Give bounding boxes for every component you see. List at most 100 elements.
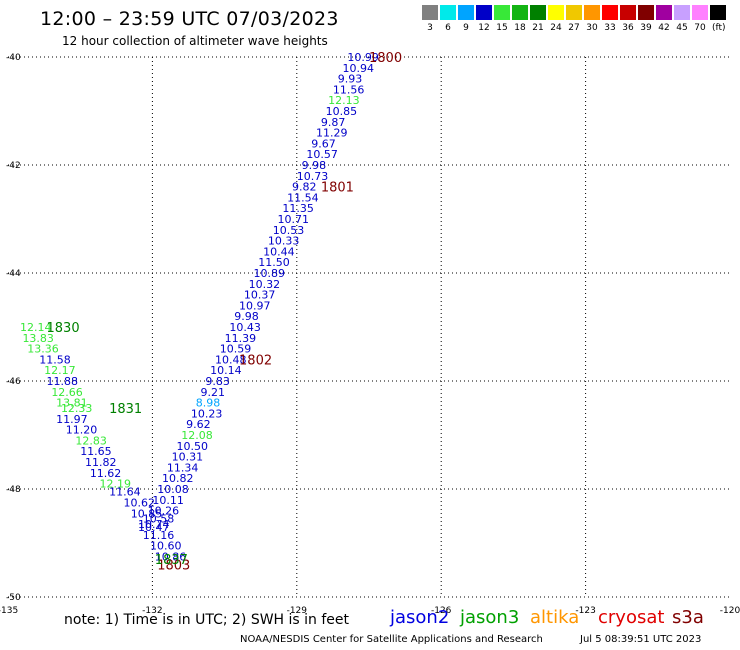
wave-height-point: 10.11: [152, 494, 184, 507]
wave-height-point: 10.48: [215, 353, 247, 366]
wave-height-point: 10.99: [347, 51, 379, 64]
wave-height-point: 10.59: [220, 343, 252, 356]
colorbar-label: 45: [676, 23, 688, 33]
wave-height-point: 10.97: [239, 299, 270, 312]
colorbar-label: 3: [427, 23, 433, 33]
wave-height-point: 13.83: [22, 332, 54, 345]
wave-height-point: 10.71: [278, 213, 310, 226]
wave-height-point: 11.65: [80, 445, 112, 458]
colorbar-label: 24: [550, 23, 562, 33]
wave-height-point: 11.35: [282, 202, 314, 215]
y-tick-label: -42: [6, 161, 21, 171]
wave-height-point: 10.86: [155, 551, 187, 564]
y-tick-label: -48: [6, 485, 21, 495]
wave-height-point: 11.88: [47, 375, 79, 388]
y-tick-label: -50: [6, 593, 21, 603]
wave-height-point: 10.85: [326, 105, 358, 118]
wave-height-point: 11.29: [316, 127, 348, 140]
wave-height-point: 11.16: [143, 529, 175, 542]
wave-height-point: 11.34: [167, 461, 199, 474]
wave-height-point: 11.82: [85, 456, 117, 469]
y-tick-label: -40: [6, 53, 21, 63]
wave-height-point: 9.21: [201, 386, 226, 399]
wave-height-point: 11.20: [66, 424, 98, 437]
wave-height-point: 12.66: [51, 386, 83, 399]
time-marker: 1830: [47, 321, 80, 336]
colorbar-label: 15: [496, 23, 508, 33]
wave-height-point: 11.50: [258, 256, 290, 269]
wave-height-point: 10.37: [244, 289, 276, 302]
y-tick-label: -46: [6, 377, 21, 387]
colorbar-swatch: [458, 5, 474, 20]
colorbar-swatch: [656, 5, 672, 20]
colorbar-swatch: [530, 5, 546, 20]
x-tick-label: -132: [142, 606, 162, 616]
wave-height-point: 10.89: [253, 267, 284, 280]
colorbar-swatch: [674, 5, 690, 20]
colorbar-swatch: [476, 5, 492, 20]
wave-height-point: 12.19: [99, 478, 131, 491]
wave-height-point: 10.08: [157, 483, 189, 496]
wave-height-point: 10.57: [306, 148, 338, 161]
colorbar-label: 33: [604, 23, 616, 33]
wave-height-point: 9.93: [338, 73, 363, 86]
colorbar-label: 18: [514, 23, 526, 33]
wave-height-point: 12.83: [75, 434, 107, 447]
wave-height-point: 10.44: [263, 245, 295, 258]
colorbar-swatch: [548, 5, 564, 20]
colorbar-label: 6: [445, 23, 451, 33]
wave-height-point: 10.26: [148, 505, 180, 518]
colorbar-label: 30: [586, 23, 598, 33]
colorbar-swatch: [602, 5, 618, 20]
time-marker: 1831: [109, 402, 142, 417]
wave-height-point: 9.62: [186, 418, 211, 431]
colorbar-label: 36: [622, 23, 634, 33]
wave-height-point: 12.08: [181, 429, 213, 442]
wave-height-point: 10.58: [143, 513, 175, 526]
wave-height-point: 10.31: [172, 451, 204, 464]
wave-height-point: 10.43: [229, 321, 261, 334]
wave-height-point: 11.97: [56, 413, 87, 426]
colorbar-swatch: [620, 5, 636, 20]
wave-height-point: 10.50: [176, 440, 208, 453]
colorbar-swatch: [440, 5, 456, 20]
wave-height-point: 10.73: [297, 170, 329, 183]
wave-height-point: 12.14: [20, 321, 52, 334]
wave-height-point: 10.62: [124, 497, 155, 510]
satellite-legend-item: jason2: [390, 607, 450, 628]
x-tick-label: -120: [720, 606, 740, 616]
wave-height-point: 11.62: [90, 467, 122, 480]
wave-height-point: 9.98: [302, 159, 327, 172]
credit-text: NOAA/NESDIS Center for Satellite Applica…: [240, 634, 543, 645]
wave-height-point: 10.94: [343, 62, 375, 75]
wave-height-point: 9.98: [234, 310, 259, 323]
wave-height-point: 11.39: [225, 332, 257, 345]
wave-height-point: 10.47: [138, 521, 170, 534]
colorbar-label: 42: [658, 23, 670, 33]
x-tick-label: -129: [287, 606, 308, 616]
colorbar-swatch: [494, 5, 510, 20]
wave-height-point: 9.67: [311, 137, 336, 150]
wave-height-point: 9.82: [292, 181, 317, 194]
wave-height-point: 8.98: [196, 397, 221, 410]
wave-height-point: 10.23: [191, 407, 223, 420]
y-tick-label: -44: [6, 269, 21, 279]
colorbar-swatch: [692, 5, 708, 20]
colorbar-label: 70: [694, 23, 706, 33]
wave-height-point: 11.58: [39, 353, 71, 366]
colorbar-swatch: [584, 5, 600, 20]
wave-height-point: 13.36: [27, 343, 59, 356]
colorbar-label: 27: [568, 23, 580, 33]
generation-timestamp: Jul 5 08:39:51 UTC 2023: [580, 634, 702, 645]
wave-height-point: 10.32: [249, 278, 281, 291]
wave-height-point: 12.17: [44, 364, 76, 377]
time-marker: 1802: [239, 353, 272, 368]
colorbar-swatch: [566, 5, 582, 20]
wave-height-point: 13.81: [56, 397, 87, 410]
wave-height-point: 10.60: [150, 540, 182, 553]
wave-height-point: 10.33: [268, 235, 300, 248]
wave-height-point: 10.85: [131, 507, 163, 520]
wave-height-point: 11.54: [287, 191, 319, 204]
